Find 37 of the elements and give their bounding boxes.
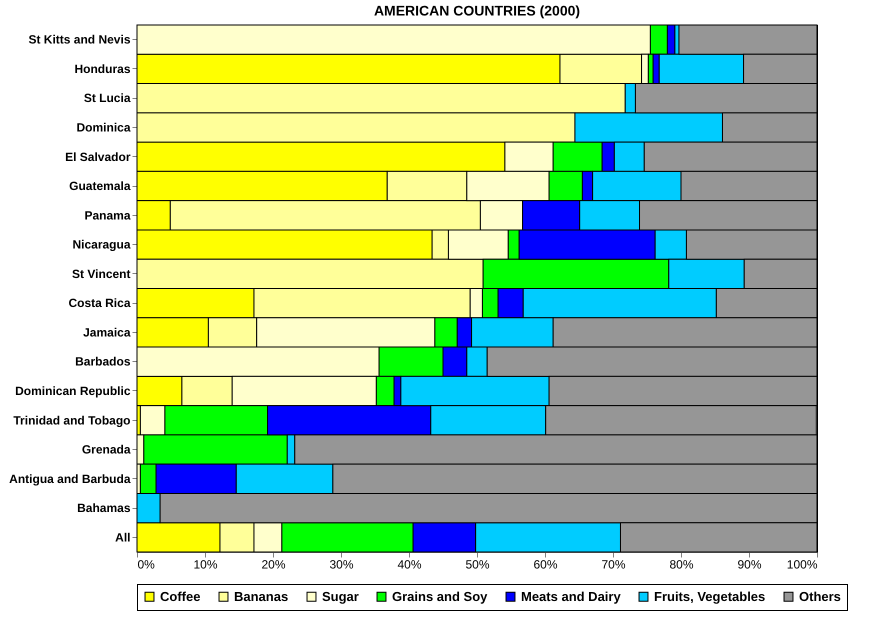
x-tick-label: 0% xyxy=(138,558,156,572)
y-tick-label: Panama xyxy=(84,208,131,222)
x-tick-label: 20% xyxy=(261,558,286,572)
x-tick-label: 100% xyxy=(786,558,818,572)
legend-label: Grains and Soy xyxy=(392,588,488,604)
x-tick-label: 90% xyxy=(737,558,762,572)
y-tick-label: Nicaragua xyxy=(72,238,131,252)
y-tick-label: Dominican Republic xyxy=(15,384,131,398)
x-tick-label: 50% xyxy=(465,558,490,572)
legend-label: Sugar xyxy=(322,588,359,604)
y-tick-label: El Salvador xyxy=(65,150,131,164)
x-tick-label: 10% xyxy=(193,558,218,572)
y-tick-label: Jamaica xyxy=(83,325,131,340)
x-tick-label: 70% xyxy=(601,558,626,572)
x-tick-label: 40% xyxy=(397,558,422,572)
y-tick-label: St Kitts and Nevis xyxy=(28,32,131,47)
x-tick-label: 80% xyxy=(669,558,694,572)
chart-title: AMERICAN COUNTRIES (2000) xyxy=(374,2,580,18)
legend-label: Fruits, Vegetables xyxy=(654,588,766,604)
y-tick-label: Grenada xyxy=(82,442,131,457)
y-tick-label: Guatemala xyxy=(69,179,131,194)
y-tick-label: St Lucia xyxy=(84,91,131,106)
legend-label: Meats and Dairy xyxy=(521,588,622,604)
y-tick-label: Bahamas xyxy=(77,501,131,516)
y-tick-label: Barbados xyxy=(75,354,131,369)
x-tick-label: 30% xyxy=(329,558,354,572)
y-tick-label: Honduras xyxy=(74,62,131,76)
y-tick-label: Costa Rica xyxy=(68,296,131,310)
x-tick-label: 60% xyxy=(533,558,558,572)
y-tick-label: Antigua and Barbuda xyxy=(9,472,131,486)
legend-label: Others xyxy=(799,588,841,604)
legend-label: Coffee xyxy=(160,588,200,604)
y-tick-label: Dominica xyxy=(76,120,131,134)
y-tick-label: Trinidad and Tobago xyxy=(13,413,130,428)
legend-label: Bananas xyxy=(234,588,288,604)
y-tick-label: St Vincent xyxy=(72,266,130,281)
y-tick-label: All xyxy=(115,530,130,544)
